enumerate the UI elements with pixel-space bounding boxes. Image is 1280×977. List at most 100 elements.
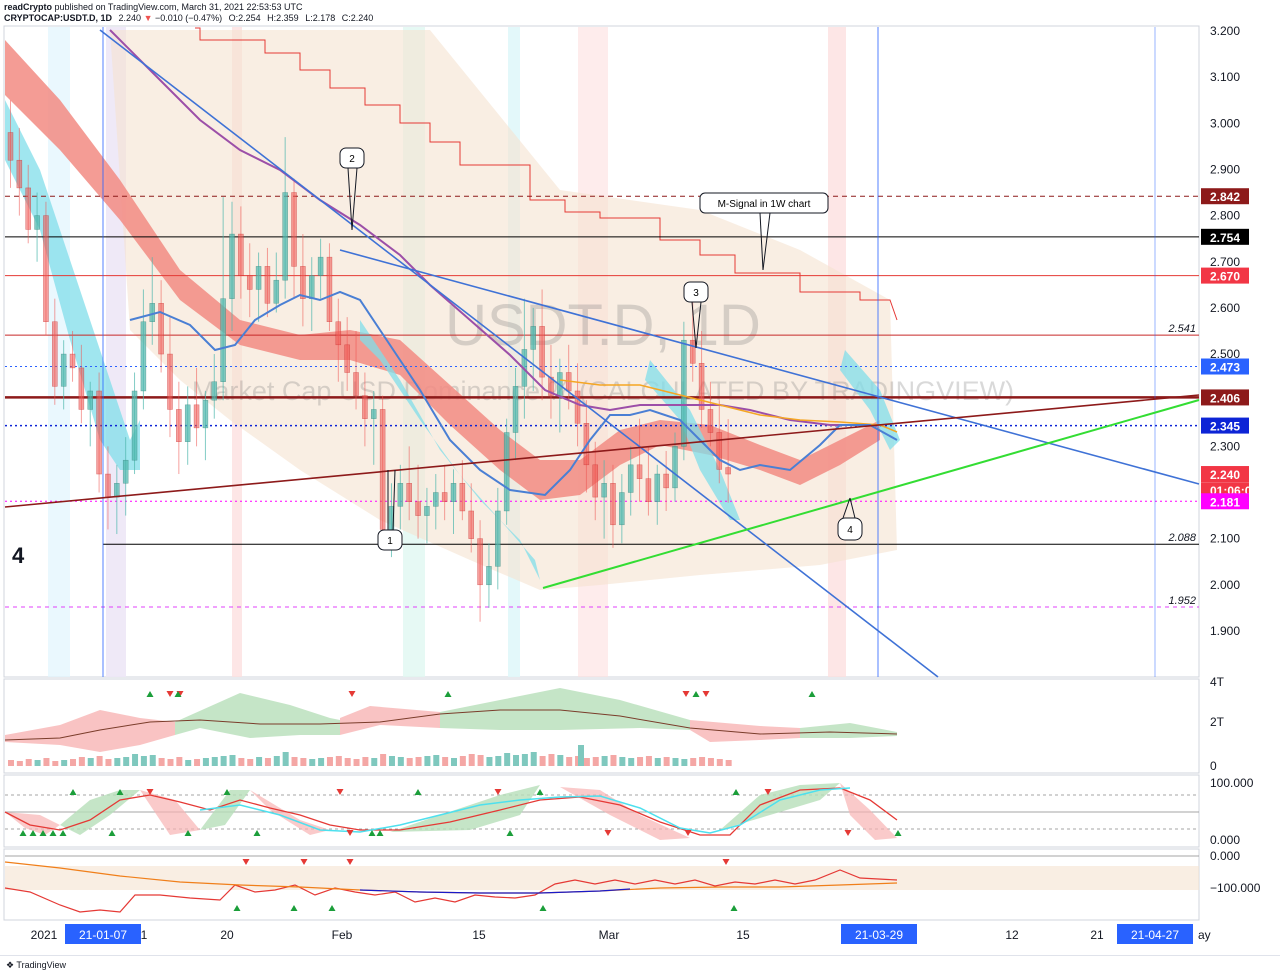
- time-tick-label: 15: [736, 928, 750, 942]
- volume-bar: [468, 754, 475, 766]
- callout-m-signal[interactable]: M-Signal in 1W chart: [699, 192, 829, 271]
- volume-bar: [699, 757, 706, 766]
- volume-bar: [43, 758, 50, 766]
- volume-bar: [628, 758, 635, 766]
- candle-body: [308, 275, 315, 299]
- price-label-text: 2.406: [1210, 391, 1240, 405]
- price-label-box: [1201, 188, 1249, 205]
- price-label-text: 2.754: [1210, 231, 1240, 245]
- candle-body: [415, 501, 421, 516]
- low-value: 2.178: [312, 13, 336, 23]
- open-value: 2.254: [238, 13, 261, 23]
- down-signal-icon: [722, 859, 730, 865]
- price-label-text: 2.240: [1210, 468, 1240, 482]
- low-label: L:: [305, 13, 313, 23]
- callout-2[interactable]: 2: [339, 147, 365, 231]
- volume-bar: [486, 757, 493, 766]
- candle-body: [176, 409, 182, 442]
- candle-body: [229, 233, 235, 299]
- price-label-box: [1201, 389, 1249, 406]
- callout-m-signal-label: M-Signal in 1W chart: [718, 199, 811, 210]
- callout-1[interactable]: 1: [377, 469, 403, 551]
- up-signal-icon: [414, 789, 422, 795]
- candle-body: [255, 266, 262, 290]
- candle-body: [663, 473, 669, 489]
- wave-count-label: 4: [12, 543, 25, 568]
- candle-body: [441, 492, 448, 502]
- price-label-text: 2.670: [1210, 270, 1240, 284]
- level-notes: 2.541 2.088 1.952: [1167, 323, 1196, 607]
- up-signal-icon: [69, 789, 77, 795]
- candle-body: [238, 233, 244, 276]
- candle-body: [459, 483, 466, 512]
- candle-body: [654, 473, 661, 502]
- stochastic-signal-markers: [19, 789, 902, 836]
- time-axis[interactable]: 2021 21-01-07 1 20 Feb 15 Mar 15 21-03-29 12 21 21-…: [0, 921, 1280, 955]
- down-signal-icon: [684, 830, 692, 836]
- callout-4[interactable]: 4: [837, 497, 863, 541]
- stochastic-axis-tick-label: 0.000: [1210, 833, 1240, 847]
- up-signal-icon: [328, 905, 336, 911]
- volume-bars: [8, 745, 732, 766]
- price-tick-label: 2.900: [1210, 162, 1240, 176]
- price-axis[interactable]: 3.200 3.100 3.000 2.900 2.800 2.700 2.600 2.500…: [1200, 24, 1280, 678]
- callout-1-label: 1: [387, 536, 393, 547]
- price-tick-label: 2.600: [1210, 301, 1240, 315]
- price-change: −0.010 (−0.47%): [155, 13, 223, 23]
- volume-bar: [477, 755, 484, 766]
- volume-bar: [149, 755, 156, 766]
- level-note-label: 2.541: [1167, 323, 1196, 335]
- up-signal-icon: [184, 830, 192, 836]
- candle-body: [202, 399, 209, 429]
- volume-bar: [415, 757, 422, 766]
- time-tick-label: 20: [220, 928, 234, 942]
- candle-body: [16, 159, 23, 189]
- m-signal-1w-line: [195, 27, 898, 321]
- author-name: readCrypto: [4, 2, 53, 12]
- candle-body: [317, 256, 324, 276]
- callout-3[interactable]: 3: [683, 281, 709, 349]
- volume-bar: [601, 756, 608, 766]
- volume-bar: [578, 745, 584, 766]
- stochastic-d-line: [199, 787, 851, 834]
- cci-band: [5, 866, 1199, 890]
- cci-axis: 0.000 −100.000: [1200, 848, 1280, 896]
- volume-bar: [8, 760, 14, 766]
- stochastic-axis-bg: [1200, 775, 1280, 848]
- volume-bar: [433, 755, 440, 766]
- volume-bar: [619, 757, 626, 766]
- price-tick-label: 2.100: [1210, 532, 1240, 546]
- stochastic-k-line: [4, 787, 898, 836]
- candle-body: [158, 303, 164, 355]
- time-label-highlight: 21-04-27: [1131, 928, 1179, 942]
- volume-bar: [70, 759, 77, 766]
- up-signal-icon: [376, 830, 384, 836]
- candle-body: [530, 326, 536, 350]
- cci-axis-tick-label: −100.000: [1210, 881, 1261, 895]
- volume-bar: [681, 759, 688, 766]
- price-tick-label: 2.300: [1210, 439, 1240, 453]
- price-label-box: [1201, 358, 1249, 375]
- volume-bar: [132, 754, 139, 766]
- volume-bar: [424, 756, 431, 766]
- volume-bar: [256, 757, 263, 766]
- up-signal-icon: [223, 789, 231, 795]
- candle-body: [725, 467, 731, 475]
- volume-bar: [326, 757, 333, 766]
- candle-body: [433, 492, 439, 507]
- candle-body: [477, 538, 483, 586]
- price-tick-label: 3.100: [1210, 70, 1240, 84]
- trendlines: [4, 29, 1200, 678]
- price-label-box: [1201, 417, 1249, 434]
- logo-icon: ❖: [6, 960, 15, 970]
- volume-bar: [371, 758, 378, 766]
- volume-bar: [291, 757, 298, 766]
- volume-bar: [318, 758, 325, 766]
- time-label-highlight: 21-01-07: [79, 928, 127, 942]
- price-label-text: 2.473: [1210, 361, 1240, 375]
- volume-bar: [185, 760, 192, 766]
- up-signal-icon: [444, 691, 452, 697]
- down-arrow-icon: ▼: [143, 13, 153, 23]
- stochastic-pane[interactable]: [3, 774, 1200, 848]
- chart-canvas[interactable]: USDT.D, 1D Market Cap USD Dominance % (C…: [0, 0, 1280, 955]
